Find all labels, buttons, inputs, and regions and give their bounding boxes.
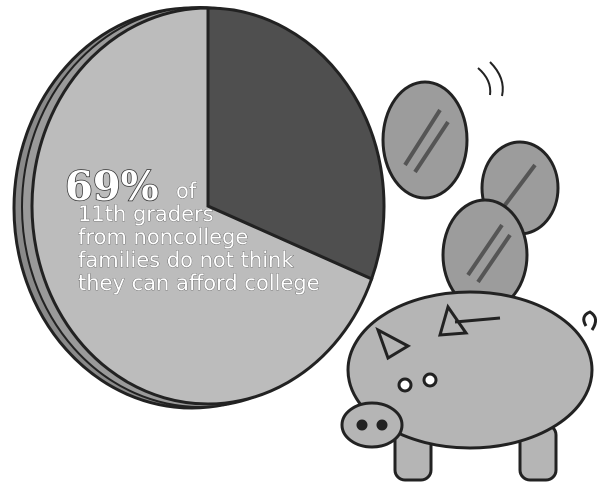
- annotation-text: of: [176, 179, 197, 203]
- annotation-text: families do not think: [78, 248, 294, 272]
- annotation-text: 11th graders: [78, 202, 214, 226]
- piggy-bank: [340, 290, 597, 482]
- annotation-text: from noncollege: [78, 225, 248, 249]
- coins: [381, 61, 560, 312]
- value-label: 69%: [65, 163, 159, 210]
- pie-slice: [30, 6, 374, 406]
- pie-slice: [206, 6, 386, 281]
- pie-slices: [30, 6, 386, 406]
- annotation-text: they can afford college: [78, 271, 320, 295]
